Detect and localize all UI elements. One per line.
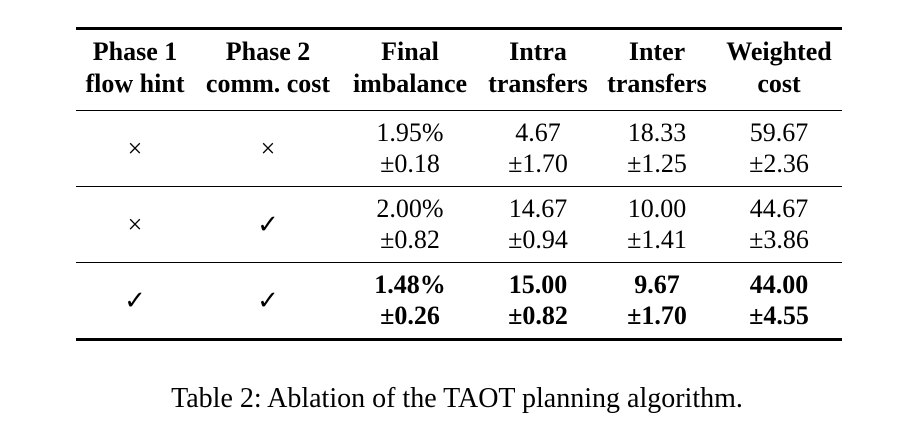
header-final-imbalance: Final imbalance — [352, 37, 468, 98]
final-imbalance-cell: 1.48% ±0.26 — [374, 270, 446, 330]
header-inter-transfers: Inter transfers — [607, 37, 707, 98]
phase2-mark: × — [260, 133, 276, 163]
weighted-cost-cell: 44.67 ±3.86 — [749, 194, 809, 254]
weighted-cost-cell: 44.00 ±4.55 — [749, 270, 809, 330]
intra-transfers-cell: 4.67 ±1.70 — [508, 118, 568, 178]
header-intra-transfers: Intra transfers — [488, 37, 588, 98]
weighted-cost-cell: 59.67 ±2.36 — [749, 118, 809, 178]
table-row: × × 1.95% ±0.18 4.67 ±1.70 18.33 ±1.25 5… — [76, 111, 842, 187]
header-phase1-flow-hint: Phase 1 flow hint — [85, 37, 185, 98]
final-imbalance-cell: 1.95% ±0.18 — [376, 118, 444, 178]
phase1-mark: ✓ — [124, 285, 146, 315]
intra-transfers-cell: 14.67 ±0.94 — [508, 194, 568, 254]
inter-transfers-cell: 10.00 ±1.41 — [627, 194, 687, 254]
ablation-table-container: Phase 1 flow hint Phase 2 comm. cost Fin… — [76, 27, 842, 341]
ablation-table: Phase 1 flow hint Phase 2 comm. cost Fin… — [76, 27, 842, 341]
phase2-mark: ✓ — [257, 209, 279, 239]
table-caption: Table 2: Ablation of the TAOT planning a… — [171, 383, 743, 414]
header-row: Phase 1 flow hint Phase 2 comm. cost Fin… — [76, 28, 842, 111]
intra-transfers-cell: 15.00 ±0.82 — [508, 270, 568, 330]
inter-transfers-cell: 18.33 ±1.25 — [627, 118, 687, 178]
phase1-mark: × — [127, 133, 143, 163]
header-phase2-comm-cost: Phase 2 comm. cost — [205, 37, 331, 98]
inter-transfers-cell: 9.67 ±1.70 — [627, 270, 687, 330]
phase1-mark: × — [127, 209, 143, 239]
final-imbalance-cell: 2.00% ±0.82 — [376, 194, 444, 254]
phase2-mark: ✓ — [257, 285, 279, 315]
table-row: ✓ ✓ 1.48% ±0.26 15.00 ±0.82 9.67 ±1.70 4… — [76, 263, 842, 340]
header-weighted-cost: Weighted cost — [726, 37, 832, 98]
table-row: × ✓ 2.00% ±0.82 14.67 ±0.94 10.00 ±1.41 … — [76, 187, 842, 263]
